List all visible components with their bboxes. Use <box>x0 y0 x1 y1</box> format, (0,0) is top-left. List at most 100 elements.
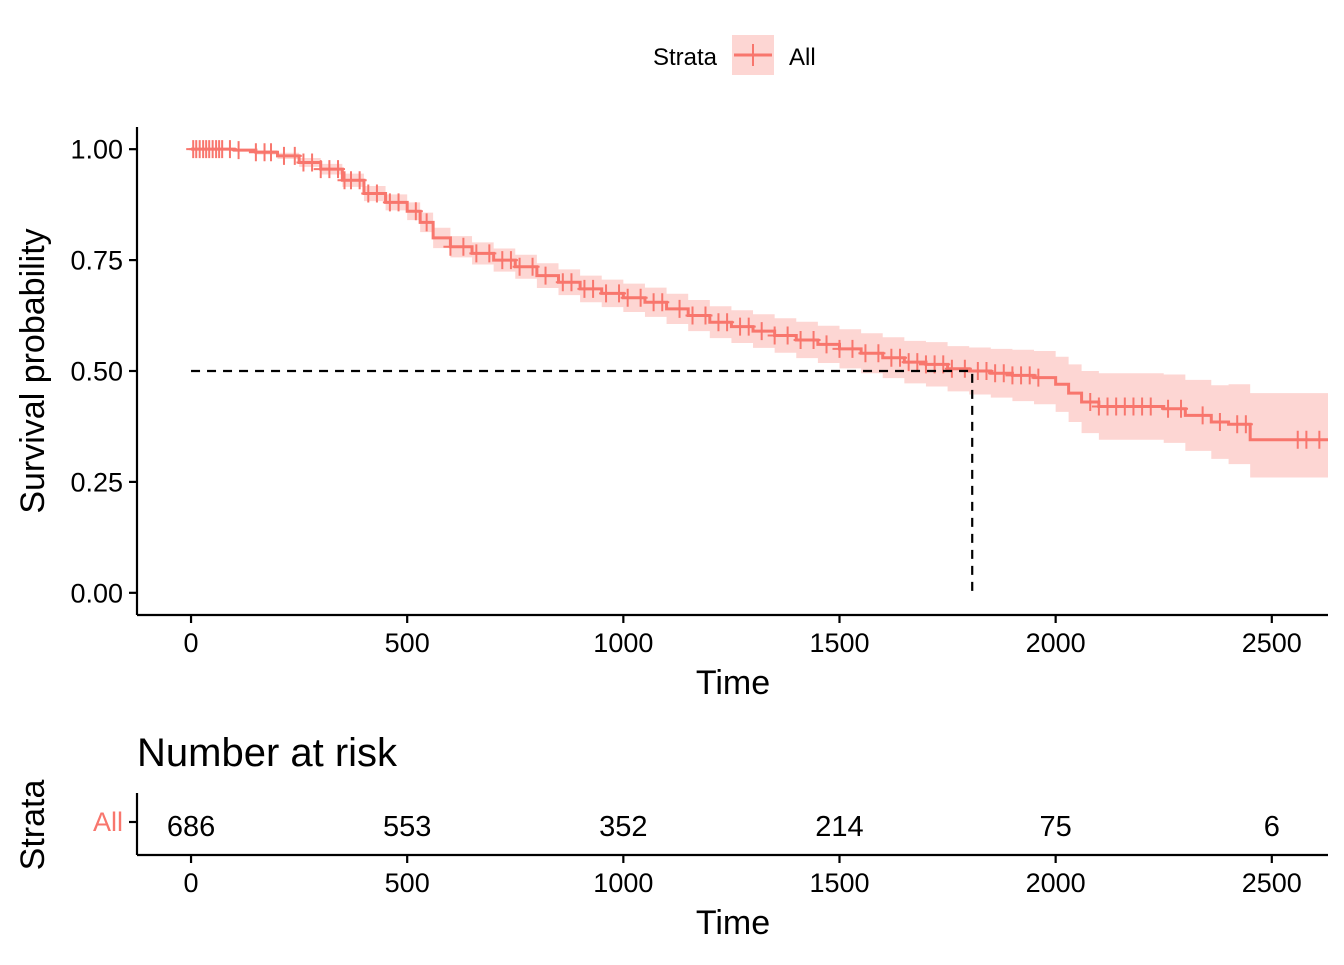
censor-mark <box>871 344 886 363</box>
censor-mark <box>586 279 601 298</box>
censor-mark <box>944 359 959 378</box>
censor-mark <box>469 244 484 263</box>
risk-x-axis-title: Time <box>696 904 770 942</box>
censor-mark <box>443 237 458 256</box>
confidence-band <box>191 149 1329 478</box>
risk-values: 686 553 352 214 75 6 <box>167 811 1280 843</box>
censor-mark <box>482 244 497 263</box>
y-tick-label: 0.75 <box>70 246 123 276</box>
x-tick-label: 2000 <box>1026 628 1086 658</box>
y-tick-label: 0.00 <box>70 578 123 608</box>
censor-mark <box>1174 399 1189 418</box>
risk-x-tick-label: 1500 <box>809 868 869 898</box>
censor-mark <box>858 344 873 363</box>
censor-mark <box>996 364 1011 383</box>
risk-count: 553 <box>383 811 431 843</box>
censor-mark <box>391 193 406 212</box>
risk-x-tick-label: 1000 <box>593 868 653 898</box>
censor-mark <box>957 359 972 378</box>
censor-mark <box>456 237 471 256</box>
censor-mark <box>767 326 782 345</box>
censor-mark <box>633 288 648 307</box>
censor-mark <box>305 153 320 172</box>
censor-mark <box>264 143 279 162</box>
censor-mark <box>655 293 670 312</box>
censor-mark <box>893 348 908 367</box>
risk-count: 352 <box>599 811 647 843</box>
censor-mark <box>910 353 925 372</box>
x-axis-ticks: 0 500 1000 1500 2000 2500 <box>184 615 1302 658</box>
censor-mark <box>845 339 860 358</box>
censor-mark <box>1212 413 1227 432</box>
y-tick-label: 0.50 <box>70 357 123 387</box>
censor-mark <box>408 202 423 221</box>
censor-mark <box>564 273 579 292</box>
censor-mark <box>672 299 687 318</box>
y-axis-ticks: 0.00 0.25 0.50 0.75 1.00 <box>70 135 137 608</box>
censor-mark <box>720 313 735 332</box>
risk-table-y-title: Strata <box>14 780 52 871</box>
risk-count: 75 <box>1040 811 1072 843</box>
censor-mark <box>1195 406 1210 425</box>
legend: Strata All <box>653 35 816 75</box>
main-plot: 0.00 0.25 0.50 0.75 1.00 0 500 1000 1500 2000 250… <box>14 127 1329 702</box>
censor-mark <box>369 184 384 203</box>
risk-table-title: Number at risk <box>137 731 398 775</box>
censor-mark <box>503 251 518 270</box>
censor-mark <box>1312 430 1327 449</box>
median-survival-line <box>191 369 974 593</box>
censor-mark <box>793 330 808 349</box>
risk-count: 686 <box>167 811 215 843</box>
censor-mark <box>819 335 834 354</box>
risk-x-tick-label: 2500 <box>1242 868 1302 898</box>
y-tick-label: 1.00 <box>70 135 123 165</box>
x-tick-label: 2500 <box>1242 628 1302 658</box>
censor-mark <box>780 326 795 345</box>
risk-table: Number at risk Strata All 686 553 352 214 75… <box>14 731 1328 942</box>
x-tick-label: 1000 <box>593 628 653 658</box>
risk-x-axis-ticks: 0 500 1000 1500 2000 2500 <box>184 855 1302 898</box>
censor-mark <box>620 288 635 307</box>
censor-mark <box>979 362 994 380</box>
censor-mark <box>806 330 821 349</box>
risk-x-tick-label: 500 <box>385 868 430 898</box>
risk-count: 6 <box>1264 811 1280 843</box>
risk-count: 214 <box>815 811 863 843</box>
censor-mark <box>352 171 367 190</box>
censor-mark <box>1083 393 1098 412</box>
censor-mark <box>512 257 527 276</box>
censor-mark <box>832 339 847 358</box>
risk-x-tick-label: 2000 <box>1026 868 1086 898</box>
censor-mark <box>538 266 553 285</box>
censor-mark <box>612 284 627 303</box>
censor-mark <box>1161 399 1176 418</box>
censor-mark <box>1238 415 1253 434</box>
censor-mark <box>1031 368 1046 387</box>
censor-mark <box>331 160 346 179</box>
risk-strata-label-all: All <box>93 807 123 837</box>
censor-mark <box>741 317 756 336</box>
censor-mark <box>698 306 713 325</box>
censor-mark <box>1299 430 1314 449</box>
censor-mark <box>287 146 302 165</box>
x-tick-label: 1500 <box>809 628 869 658</box>
censor-mark <box>754 322 769 341</box>
censor-marks <box>186 140 1327 449</box>
x-tick-label: 500 <box>385 628 430 658</box>
censor-mark <box>419 213 434 232</box>
censor-mark <box>525 257 540 276</box>
x-tick-label: 0 <box>184 628 199 658</box>
censor-mark <box>685 306 700 325</box>
x-axis-title: Time <box>696 664 770 702</box>
censor-mark <box>599 284 614 303</box>
y-axis-title: Survival probability <box>14 228 52 513</box>
risk-x-tick-label: 0 <box>184 868 199 898</box>
censor-mark <box>231 141 246 160</box>
y-tick-label: 0.25 <box>70 467 123 497</box>
legend-entry-all: All <box>789 44 816 71</box>
censor-mark <box>1022 366 1037 385</box>
legend-title: Strata <box>653 44 718 71</box>
censor-mark <box>1143 397 1158 416</box>
